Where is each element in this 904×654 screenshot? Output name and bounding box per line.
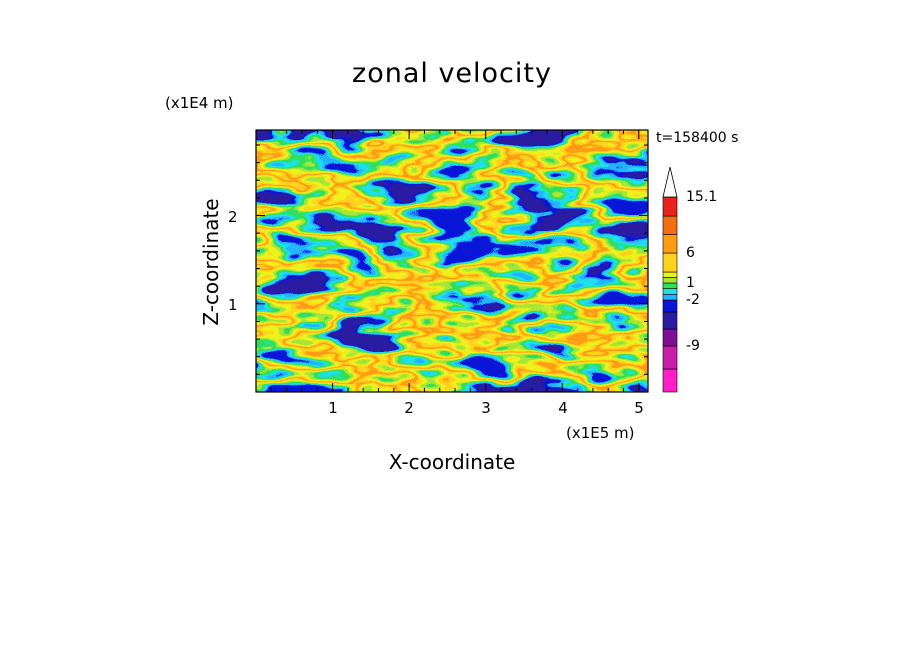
y-tick-label: 1 (228, 296, 238, 314)
colorbar-segment (662, 299, 678, 313)
colorbar-segment (662, 196, 678, 217)
x-axis-unit: (x1E5 m) (566, 424, 635, 442)
x-tick-label: 1 (328, 399, 338, 417)
colorbar-segment (662, 277, 678, 284)
chart-title: zonal velocity (352, 58, 552, 89)
colorbar-segment (662, 294, 678, 301)
x-tick-label: 4 (558, 399, 568, 417)
colorbar-segment (662, 368, 678, 393)
x-tick-label: 5 (634, 399, 644, 417)
colorbar-tick-label: -2 (686, 292, 700, 308)
colorbar-tick-label: 6 (686, 245, 695, 261)
velocity-field (256, 130, 648, 392)
y-tick-label: 2 (228, 208, 238, 226)
y-axis-unit: (x1E4 m) (165, 94, 234, 112)
plot-frame (255, 129, 649, 393)
axis-ticks (256, 130, 648, 392)
x-axis-label: X-coordinate (388, 450, 516, 474)
colorbar-segment (662, 271, 678, 278)
colorbar-segment (662, 328, 678, 347)
colorbar-tick-label: -9 (686, 338, 700, 354)
x-tick-label: 3 (481, 399, 491, 417)
colorbar-segment (662, 345, 678, 370)
colorbar-tick-label: 15.1 (686, 189, 718, 205)
colorbar-segment (662, 215, 678, 235)
time-label: t=158400 s (656, 130, 739, 146)
colorbar-tick-label: 1 (686, 275, 695, 291)
colorbar-segment (662, 234, 678, 254)
colorbar-segment (662, 311, 678, 330)
x-tick-label: 2 (404, 399, 414, 417)
colorbar-segment (662, 282, 678, 289)
colorbar-extend-triangle (662, 166, 678, 198)
colorbar-segment (662, 252, 678, 273)
colorbar (662, 166, 678, 393)
colorbar-segment (662, 288, 678, 295)
